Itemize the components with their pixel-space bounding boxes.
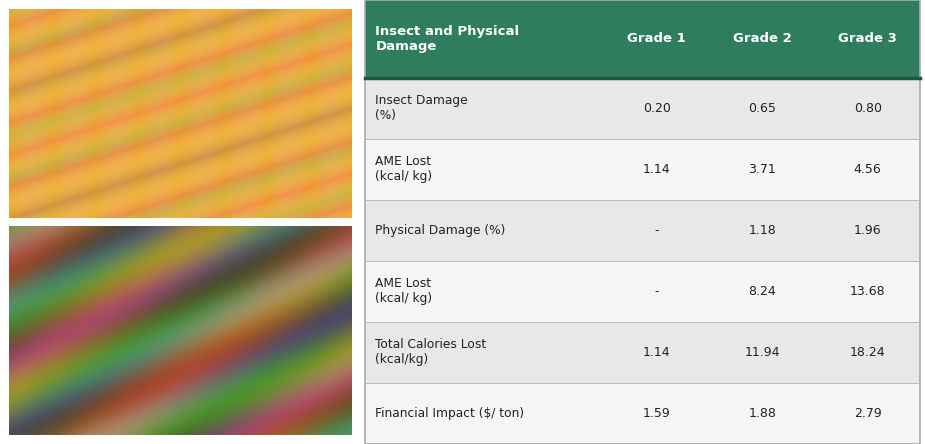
Text: 2.79: 2.79: [854, 407, 882, 420]
Bar: [709, 0, 815, 78]
Bar: [604, 0, 709, 78]
Bar: [604, 261, 709, 322]
Bar: [604, 200, 709, 261]
Bar: [709, 322, 815, 383]
Text: 1.88: 1.88: [748, 407, 776, 420]
Bar: [365, 139, 604, 200]
Bar: [709, 200, 815, 261]
Text: 1.96: 1.96: [854, 224, 882, 237]
Text: 3.71: 3.71: [748, 163, 776, 176]
Bar: [709, 139, 815, 200]
Text: 0.65: 0.65: [748, 102, 776, 115]
Bar: [604, 139, 709, 200]
Text: 1.59: 1.59: [643, 407, 671, 420]
Bar: [604, 322, 709, 383]
Text: AME Lost
(kcal/ kg): AME Lost (kcal/ kg): [376, 155, 433, 183]
Bar: [604, 383, 709, 444]
Text: AME Lost
(kcal/ kg): AME Lost (kcal/ kg): [376, 278, 433, 305]
Bar: [365, 78, 604, 139]
Bar: [815, 322, 920, 383]
Bar: [709, 261, 815, 322]
Text: 0.80: 0.80: [854, 102, 882, 115]
Text: 8.24: 8.24: [748, 285, 776, 298]
Bar: [365, 322, 604, 383]
Bar: [709, 383, 815, 444]
Text: 0.20: 0.20: [643, 102, 671, 115]
Bar: [604, 78, 709, 139]
Bar: [815, 200, 920, 261]
Bar: [815, 261, 920, 322]
Text: Physical Damage (%): Physical Damage (%): [376, 224, 506, 237]
Bar: [365, 0, 604, 78]
Text: Grade 1: Grade 1: [627, 32, 686, 45]
Text: 4.56: 4.56: [854, 163, 882, 176]
Text: Insect and Physical
Damage: Insect and Physical Damage: [376, 25, 520, 53]
Text: 1.14: 1.14: [643, 346, 671, 359]
Text: -: -: [655, 224, 659, 237]
Text: Grade 3: Grade 3: [838, 32, 897, 45]
Text: 1.18: 1.18: [748, 224, 776, 237]
Bar: [815, 78, 920, 139]
Text: 1.14: 1.14: [643, 163, 671, 176]
Bar: [365, 200, 604, 261]
Text: 18.24: 18.24: [850, 346, 885, 359]
Text: -: -: [655, 285, 659, 298]
Text: 13.68: 13.68: [850, 285, 885, 298]
Bar: [815, 139, 920, 200]
Bar: [365, 383, 604, 444]
Text: Grade 2: Grade 2: [733, 32, 792, 45]
Text: 11.94: 11.94: [745, 346, 780, 359]
Text: Insect Damage
(%): Insect Damage (%): [376, 94, 468, 122]
Text: Financial Impact ($/ ton): Financial Impact ($/ ton): [376, 407, 524, 420]
Bar: [815, 383, 920, 444]
Bar: [815, 0, 920, 78]
Text: Total Calories Lost
(kcal/kg): Total Calories Lost (kcal/kg): [376, 338, 487, 366]
Bar: [365, 261, 604, 322]
Bar: [709, 78, 815, 139]
